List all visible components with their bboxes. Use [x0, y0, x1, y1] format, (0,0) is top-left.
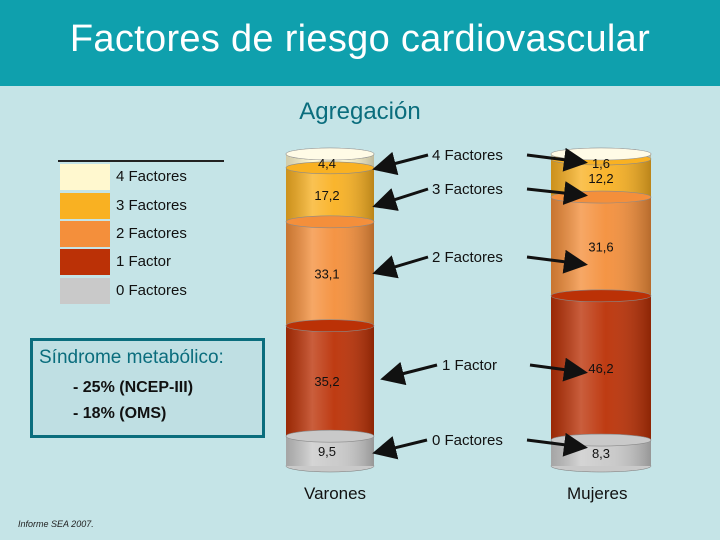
metabolic-syndrome-title: Síndrome metabólico: — [39, 347, 224, 368]
x-label-varones: Varones — [304, 484, 367, 503]
metabolic-syndrome-oms: - 18% (OMS) — [73, 405, 167, 422]
data-label: 8,3 — [592, 446, 610, 461]
data-label: 33,1 — [314, 267, 339, 282]
bar-segment-shade — [286, 325, 374, 437]
legend-swatch — [60, 193, 110, 219]
data-label: 46,2 — [588, 361, 613, 376]
center-label-0: 0 Factores — [432, 432, 503, 449]
pointer-arrow — [372, 187, 429, 211]
pointer-arrow — [526, 249, 588, 274]
legend-item: 2 Factores — [58, 219, 224, 247]
data-label: 1,6 — [592, 156, 610, 171]
bar-segment-top — [285, 429, 375, 443]
pointer-arrow — [526, 432, 588, 457]
chart-subtitle: Agregación — [299, 98, 421, 125]
data-label: 17,2 — [314, 188, 339, 203]
center-label-3: 3 Factores — [432, 181, 503, 198]
legend-item: 3 Factores — [58, 191, 224, 219]
bar-segment-top — [285, 319, 375, 332]
metabolic-syndrome-ncep: - 25% (NCEP-III) — [73, 379, 194, 396]
x-label-mujeres: Mujeres — [567, 484, 628, 503]
data-label: 12,2 — [588, 171, 613, 186]
legend-swatch — [60, 221, 110, 247]
bar-segment-top — [285, 215, 375, 229]
center-label-1: 1 Factor — [442, 357, 498, 374]
pointer-arrow — [380, 361, 438, 386]
bar-segment-shade — [286, 221, 374, 326]
legend-item: 4 Factores — [58, 162, 224, 190]
legend-label: 4 Factores — [116, 168, 187, 185]
bar-segment-shade — [286, 167, 374, 222]
legend-divider — [58, 160, 224, 162]
legend-label: 0 Factores — [116, 282, 187, 299]
legend-label: 2 Factores — [116, 225, 187, 242]
legend-label: 1 Factor — [116, 253, 172, 270]
bar-segment-top — [550, 289, 652, 303]
title-bar: Factores de riesgo cardiovascular — [0, 0, 720, 86]
center-label-4: 4 Factores — [432, 147, 503, 164]
pointer-arrow — [526, 147, 588, 172]
pointer-arrow — [526, 181, 588, 205]
data-label: 35,2 — [314, 374, 339, 389]
pointer-arrow — [372, 255, 429, 279]
data-label: 9,5 — [318, 444, 336, 459]
data-label: 31,6 — [588, 239, 613, 254]
legend-item: 1 Factor — [58, 247, 224, 275]
legend-item: 0 Factores — [58, 276, 224, 304]
data-label: 4,4 — [318, 156, 336, 171]
legend-swatch — [60, 164, 110, 190]
legend-label: 3 Factores — [116, 197, 187, 214]
pointer-arrow — [372, 151, 429, 176]
pointer-arrow — [372, 436, 428, 460]
bar-segment-shade — [551, 197, 651, 296]
metabolic-syndrome-box: Síndrome metabólico: - 25% (NCEP-III) - … — [30, 338, 265, 438]
center-label-2: 2 Factores — [432, 249, 503, 266]
legend-swatch — [60, 249, 110, 275]
legend-swatch — [60, 278, 110, 304]
slide-title: Factores de riesgo cardiovascular — [69, 18, 651, 60]
source-note: Informe SEA 2007. — [18, 519, 94, 529]
pointer-arrow — [529, 357, 588, 382]
